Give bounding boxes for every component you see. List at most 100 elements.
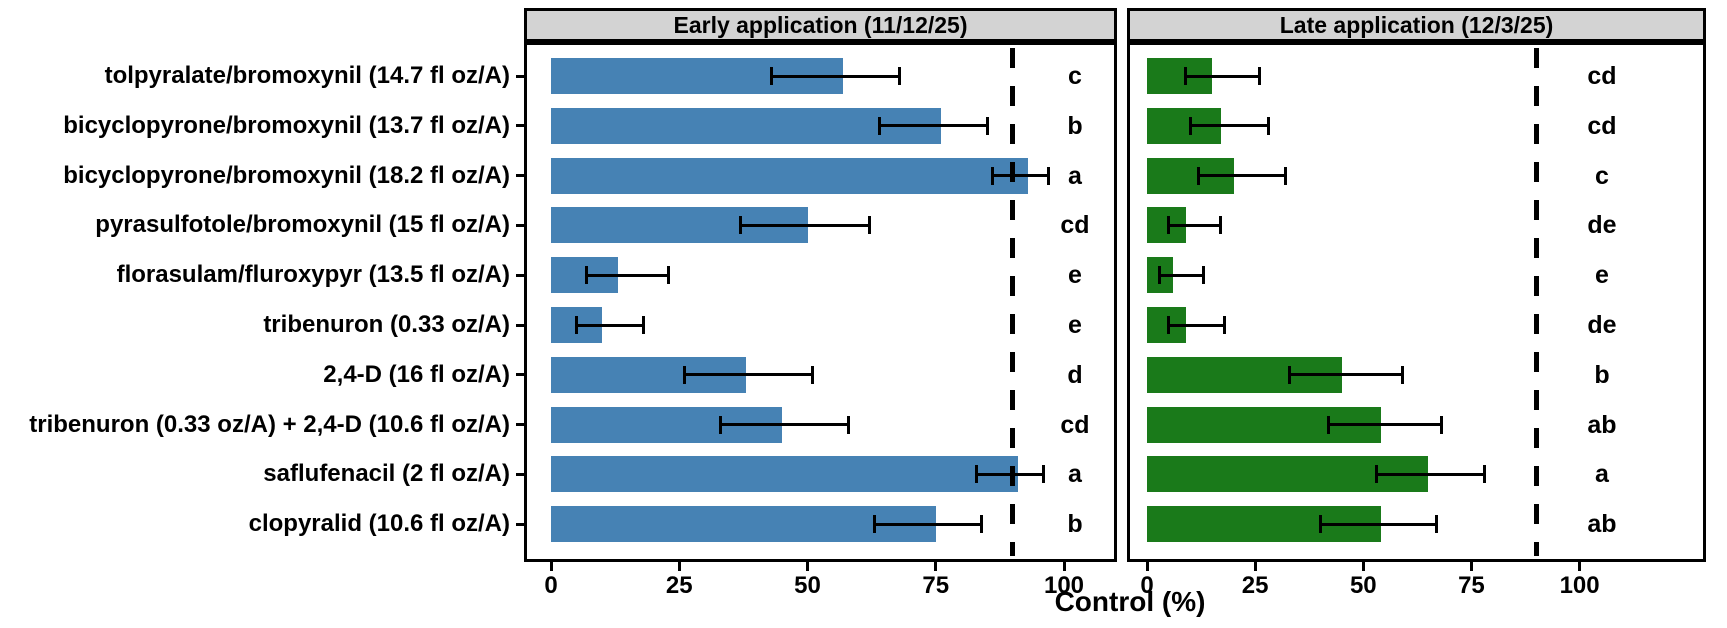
y-axis-tickmark — [516, 373, 524, 377]
significance-letter: ab — [1587, 410, 1617, 439]
error-bar-cap-right — [1219, 216, 1223, 235]
x-axis-tickmark — [1253, 562, 1257, 571]
error-bar-line — [1376, 472, 1485, 476]
error-bar-line — [576, 323, 644, 327]
error-bar-line — [1320, 522, 1437, 526]
error-bar-line — [1328, 423, 1442, 427]
error-bar-line — [874, 522, 982, 526]
error-bar-cap-left — [1167, 216, 1171, 235]
error-bar-line — [771, 74, 900, 78]
y-axis-label: pyrasulfotole/bromoxynil (15 fl oz/A) — [95, 211, 510, 239]
x-axis-tickmark — [934, 562, 938, 571]
y-axis-tickmark — [516, 74, 524, 78]
error-bar-cap-right — [1047, 166, 1051, 185]
error-bar-line — [1198, 174, 1286, 178]
y-axis-tickmark — [516, 223, 524, 227]
error-bar-cap-left — [1188, 116, 1192, 135]
significance-letter: ab — [1587, 510, 1617, 539]
significance-letter: cd — [1060, 410, 1090, 439]
y-axis-label: 2,4-D (16 fl oz/A) — [323, 360, 510, 388]
y-axis-label: bicyclopyrone/bromoxynil (13.7 fl oz/A) — [63, 111, 510, 139]
panel-title-late: Late application (12/3/25) — [1279, 11, 1554, 38]
error-bar-line — [1168, 223, 1221, 227]
error-bar-line — [1289, 373, 1403, 377]
significance-letter: cd — [1587, 111, 1617, 140]
error-bar-cap-left — [770, 67, 774, 85]
error-bar-cap-right — [1041, 465, 1045, 484]
error-bar-cap-right — [1482, 465, 1486, 484]
error-bar-cap-right — [1223, 316, 1227, 334]
error-bar-cap-left — [1288, 365, 1292, 384]
x-axis-tickmark — [1361, 562, 1365, 571]
error-bar-cap-right — [898, 67, 902, 85]
x-axis-tick-label: 25 — [665, 572, 693, 599]
y-axis-tickmark — [516, 423, 524, 427]
significance-letter: a — [1068, 460, 1082, 489]
error-bar-cap-right — [847, 415, 851, 434]
x-axis-tick-label: 0 — [1140, 572, 1154, 599]
error-bar-cap-left — [739, 216, 743, 235]
x-axis-tickmark — [549, 562, 553, 571]
significance-letter: e — [1595, 261, 1609, 290]
error-bar-cap-right — [1400, 365, 1404, 384]
error-bar-cap-left — [975, 465, 979, 484]
error-bar-cap-right — [1257, 67, 1261, 85]
x-axis-tickmark — [1469, 562, 1473, 571]
error-bar-cap-left — [1167, 316, 1171, 334]
significance-letter: a — [1595, 460, 1609, 489]
significance-letter: de — [1587, 211, 1617, 240]
significance-letter: e — [1068, 311, 1082, 339]
x-axis-tick-label: 0 — [544, 572, 558, 599]
x-axis-tickmark — [1062, 562, 1066, 571]
error-bar-cap-right — [641, 316, 645, 334]
error-bar-cap-left — [1184, 67, 1188, 85]
error-bar-cap-right — [985, 116, 989, 135]
error-bar-cap-left — [990, 166, 994, 185]
error-bar-line — [684, 373, 813, 377]
significance-letter: cd — [1060, 211, 1090, 240]
x-axis-tick-label: 100 — [1559, 572, 1600, 599]
y-axis-label: florasulam/fluroxypyr (13.5 fl oz/A) — [116, 261, 510, 289]
bar-early — [551, 157, 1029, 194]
panel-header-early: Early application (11/12/25) — [524, 8, 1117, 42]
error-bar-line — [992, 174, 1049, 178]
error-bar-cap-left — [682, 365, 686, 384]
error-bar-line — [586, 273, 669, 277]
error-bar-cap-right — [1201, 266, 1205, 285]
significance-letter: de — [1587, 311, 1617, 339]
significance-letter: a — [1068, 161, 1082, 190]
y-axis-tickmark — [516, 273, 524, 277]
bar-early — [551, 456, 1018, 493]
error-bar-line — [976, 472, 1044, 476]
reference-line-90pct — [1010, 48, 1016, 556]
y-axis-label: tribenuron (0.33 oz/A) — [263, 311, 510, 338]
significance-letter: b — [1067, 510, 1083, 539]
significance-letter: cd — [1587, 62, 1617, 90]
error-bar-cap-left — [585, 266, 589, 285]
x-axis-tickmark — [1145, 562, 1149, 571]
error-bar-line — [1159, 273, 1204, 277]
y-axis-label: tribenuron (0.33 oz/A) + 2,4-D (10.6 fl … — [29, 410, 510, 438]
reference-line-90pct — [1533, 48, 1539, 556]
y-axis-tickmark — [516, 323, 524, 327]
y-axis-label: tolpyralate/bromoxynil (14.7 fl oz/A) — [104, 62, 510, 89]
significance-letter: c — [1068, 62, 1082, 90]
error-bar-cap-right — [1283, 166, 1287, 185]
error-bar-cap-right — [1266, 116, 1270, 135]
error-bar-cap-left — [718, 415, 722, 434]
y-axis-tickmark — [516, 124, 524, 128]
x-axis-tickmark — [1578, 562, 1582, 571]
error-bar-cap-left — [1318, 515, 1322, 534]
error-bar-line — [740, 223, 870, 227]
panel-header-late: Late application (12/3/25) — [1127, 8, 1706, 42]
significance-letter: e — [1068, 261, 1082, 290]
y-axis-tickmark — [516, 472, 524, 476]
significance-letter: b — [1594, 360, 1610, 389]
x-axis-tick-label: 25 — [1241, 572, 1269, 599]
error-bar-cap-left — [1374, 465, 1378, 484]
error-bar-cap-left — [1327, 415, 1331, 434]
error-bar-line — [1190, 124, 1269, 128]
error-bar-cap-right — [867, 216, 871, 235]
x-axis-tick-label: 50 — [794, 572, 821, 599]
